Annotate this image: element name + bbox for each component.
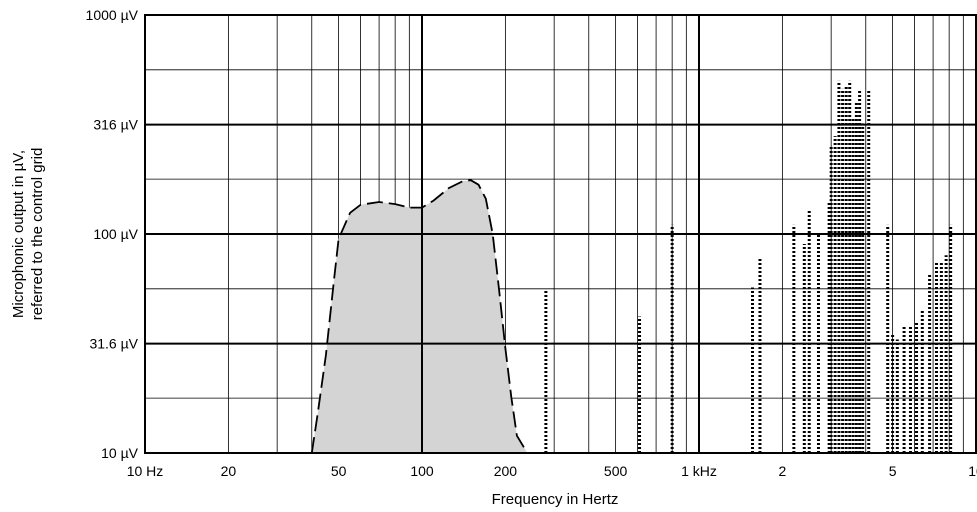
- x-tick-label: 5: [889, 463, 897, 479]
- x-tick-label: 1 kHz: [681, 463, 717, 479]
- x-tick-label: 20: [221, 463, 237, 479]
- x-tick-label: 50: [331, 463, 347, 479]
- y-tick-label: 316 µV: [93, 117, 138, 133]
- x-tick-label: 100: [410, 463, 434, 479]
- x-tick-label: 500: [604, 463, 628, 479]
- y-tick-label: 1000 µV: [86, 7, 139, 23]
- plot-frame: [144, 14, 977, 454]
- x-axis-label: Frequency in Hertz: [492, 491, 619, 508]
- noise-envelope-area: [310, 179, 529, 454]
- x-tick-label: 2: [778, 463, 786, 479]
- y-tick-label: 10 µV: [101, 445, 139, 461]
- y-tick-label: 100 µV: [93, 226, 138, 242]
- y-axis-label-line-1: Microphonic output in µV,: [10, 150, 27, 318]
- envelope-fill: [311, 180, 528, 453]
- spectral-lines: [544, 80, 953, 453]
- y-tick-labels: 10 µV 31.6 µV 100 µV 316 µV 1000 µV: [86, 7, 139, 461]
- x-tick-label: 200: [494, 463, 518, 479]
- y-axis-label-line-2: referred to the control grid: [29, 148, 46, 321]
- major-grid: [145, 15, 976, 453]
- envelope-outline: [310, 179, 529, 454]
- x-tick-label: 10: [968, 463, 977, 479]
- x-tick-labels: 10 Hz 20 50 100 200 500 1 kHz 2 5 10: [127, 463, 977, 479]
- x-tick-label: 10 Hz: [127, 463, 164, 479]
- y-tick-label: 31.6 µV: [89, 336, 138, 352]
